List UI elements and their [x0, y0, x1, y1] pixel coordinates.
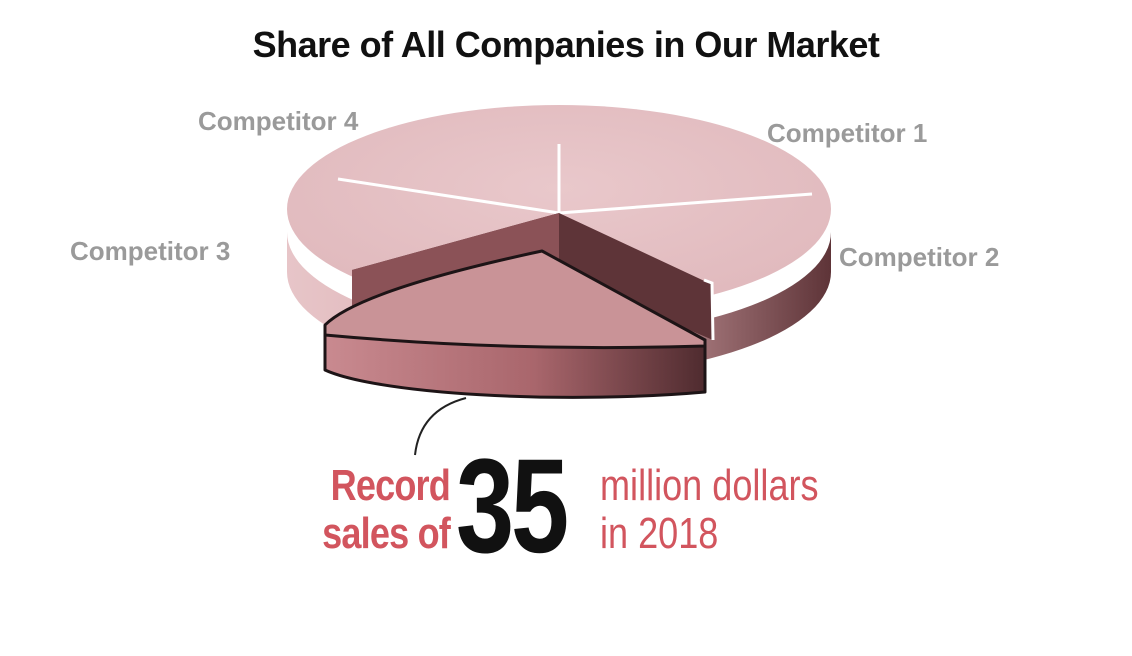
chart-title: Share of All Companies in Our Market: [252, 24, 880, 65]
callout-line-record: Record: [330, 461, 451, 510]
callout-number: 35: [456, 432, 569, 581]
callout-leader-line: [414, 397, 467, 456]
callout-line-year: in 2018: [600, 509, 719, 558]
label-competitor-2: Competitor 2: [839, 242, 1000, 272]
divider-competitor-2-edge: [703, 278, 715, 341]
label-competitor-3: Competitor 3: [70, 236, 231, 266]
label-competitor-1: Competitor 1: [767, 118, 928, 148]
callout-text-left: Record sales of: [286, 461, 451, 558]
divider-competitor-2: [558, 192, 813, 215]
callout-line-million-dollars: million dollars: [600, 461, 819, 510]
label-competitor-4: Competitor 4: [198, 106, 359, 136]
highlight-slice: [323, 249, 707, 350]
callout-line-sales-of: sales of: [322, 509, 451, 558]
divider-competitor-4: [337, 177, 560, 215]
callout-text-right: million dollars in 2018: [600, 462, 819, 558]
